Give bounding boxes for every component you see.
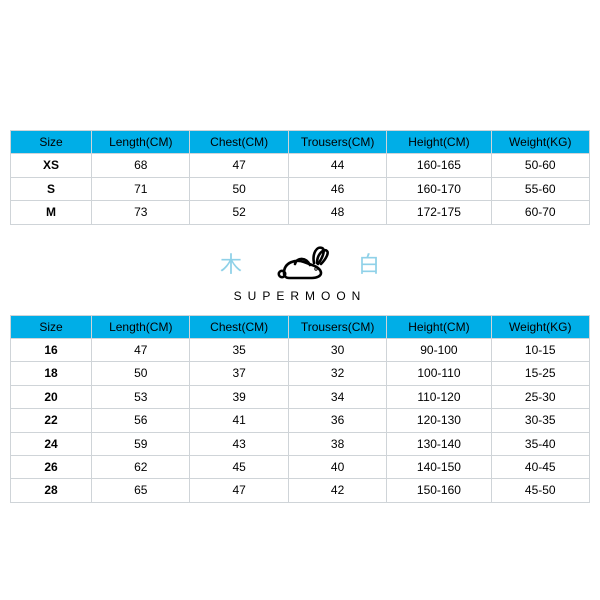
- table-header-row: SizeLength(CM)Chest(CM)Trousers(CM)Heigh…: [11, 131, 590, 154]
- size-cell: 26: [11, 455, 92, 478]
- value-cell: 172-175: [387, 201, 491, 224]
- value-cell: 110-120: [387, 385, 491, 408]
- table-row: 28654742150-16045-50: [11, 479, 590, 502]
- value-cell: 140-150: [387, 455, 491, 478]
- value-cell: 73: [92, 201, 190, 224]
- adult-size-table: SizeLength(CM)Chest(CM)Trousers(CM)Heigh…: [10, 130, 590, 225]
- value-cell: 50-60: [491, 154, 589, 177]
- value-cell: 39: [190, 385, 288, 408]
- value-cell: 45-50: [491, 479, 589, 502]
- value-cell: 32: [288, 362, 386, 385]
- value-cell: 44: [288, 154, 386, 177]
- value-cell: 150-160: [387, 479, 491, 502]
- value-cell: 65: [92, 479, 190, 502]
- column-header: Size: [11, 131, 92, 154]
- value-cell: 160-165: [387, 154, 491, 177]
- table-row: S715046160-17055-60: [11, 177, 590, 200]
- value-cell: 42: [288, 479, 386, 502]
- value-cell: 62: [92, 455, 190, 478]
- value-cell: 30: [288, 338, 386, 361]
- column-header: Height(CM): [387, 131, 491, 154]
- value-cell: 59: [92, 432, 190, 455]
- value-cell: 55-60: [491, 177, 589, 200]
- table-row: 24594338130-14035-40: [11, 432, 590, 455]
- size-cell: XS: [11, 154, 92, 177]
- value-cell: 56: [92, 409, 190, 432]
- value-cell: 43: [190, 432, 288, 455]
- value-cell: 50: [92, 362, 190, 385]
- value-cell: 40: [288, 455, 386, 478]
- table-row: 18503732100-11015-25: [11, 362, 590, 385]
- value-cell: 30-35: [491, 409, 589, 432]
- table-row: 22564136120-13030-35: [11, 409, 590, 432]
- value-cell: 37: [190, 362, 288, 385]
- value-cell: 48: [288, 201, 386, 224]
- column-header: Weight(KG): [491, 131, 589, 154]
- value-cell: 36: [288, 409, 386, 432]
- size-cell: 24: [11, 432, 92, 455]
- column-header: Chest(CM): [190, 315, 288, 338]
- table-row: XS684744160-16550-60: [11, 154, 590, 177]
- column-header: Length(CM): [92, 131, 190, 154]
- value-cell: 41: [190, 409, 288, 432]
- table-header-row: SizeLength(CM)Chest(CM)Trousers(CM)Heigh…: [11, 315, 590, 338]
- value-cell: 120-130: [387, 409, 491, 432]
- size-cell: 28: [11, 479, 92, 502]
- column-header: Length(CM): [92, 315, 190, 338]
- table-row: 1647353090-10010-15: [11, 338, 590, 361]
- table-row: 20533934110-12025-30: [11, 385, 590, 408]
- value-cell: 46: [288, 177, 386, 200]
- column-header: Height(CM): [387, 315, 491, 338]
- brand-name: SUPERMOON: [10, 289, 590, 303]
- brand-right-char: 白: [358, 247, 380, 279]
- page: SizeLength(CM)Chest(CM)Trousers(CM)Heigh…: [0, 0, 600, 600]
- size-cell: 22: [11, 409, 92, 432]
- value-cell: 130-140: [387, 432, 491, 455]
- table-row: 26624540140-15040-45: [11, 455, 590, 478]
- size-cell: 16: [11, 338, 92, 361]
- value-cell: 60-70: [491, 201, 589, 224]
- value-cell: 90-100: [387, 338, 491, 361]
- value-cell: 50: [190, 177, 288, 200]
- value-cell: 15-25: [491, 362, 589, 385]
- brand-row: 木 白: [10, 243, 590, 283]
- content: SizeLength(CM)Chest(CM)Trousers(CM)Heigh…: [10, 0, 590, 503]
- value-cell: 34: [288, 385, 386, 408]
- value-cell: 35-40: [491, 432, 589, 455]
- value-cell: 25-30: [491, 385, 589, 408]
- value-cell: 40-45: [491, 455, 589, 478]
- table-row: M735248172-17560-70: [11, 201, 590, 224]
- column-header: Size: [11, 315, 92, 338]
- size-cell: M: [11, 201, 92, 224]
- column-header: Weight(KG): [491, 315, 589, 338]
- size-cell: 20: [11, 385, 92, 408]
- value-cell: 52: [190, 201, 288, 224]
- value-cell: 47: [92, 338, 190, 361]
- value-cell: 160-170: [387, 177, 491, 200]
- brand-block: 木 白: [10, 243, 590, 303]
- value-cell: 47: [190, 154, 288, 177]
- column-header: Trousers(CM): [288, 131, 386, 154]
- value-cell: 35: [190, 338, 288, 361]
- column-header: Trousers(CM): [288, 315, 386, 338]
- value-cell: 45: [190, 455, 288, 478]
- value-cell: 100-110: [387, 362, 491, 385]
- value-cell: 71: [92, 177, 190, 200]
- size-cell: 18: [11, 362, 92, 385]
- value-cell: 10-15: [491, 338, 589, 361]
- brand-left-char: 木: [220, 247, 242, 279]
- column-header: Chest(CM): [190, 131, 288, 154]
- size-cell: S: [11, 177, 92, 200]
- value-cell: 68: [92, 154, 190, 177]
- value-cell: 47: [190, 479, 288, 502]
- kids-size-table: SizeLength(CM)Chest(CM)Trousers(CM)Heigh…: [10, 315, 590, 503]
- rabbit-icon: [270, 243, 330, 283]
- value-cell: 38: [288, 432, 386, 455]
- value-cell: 53: [92, 385, 190, 408]
